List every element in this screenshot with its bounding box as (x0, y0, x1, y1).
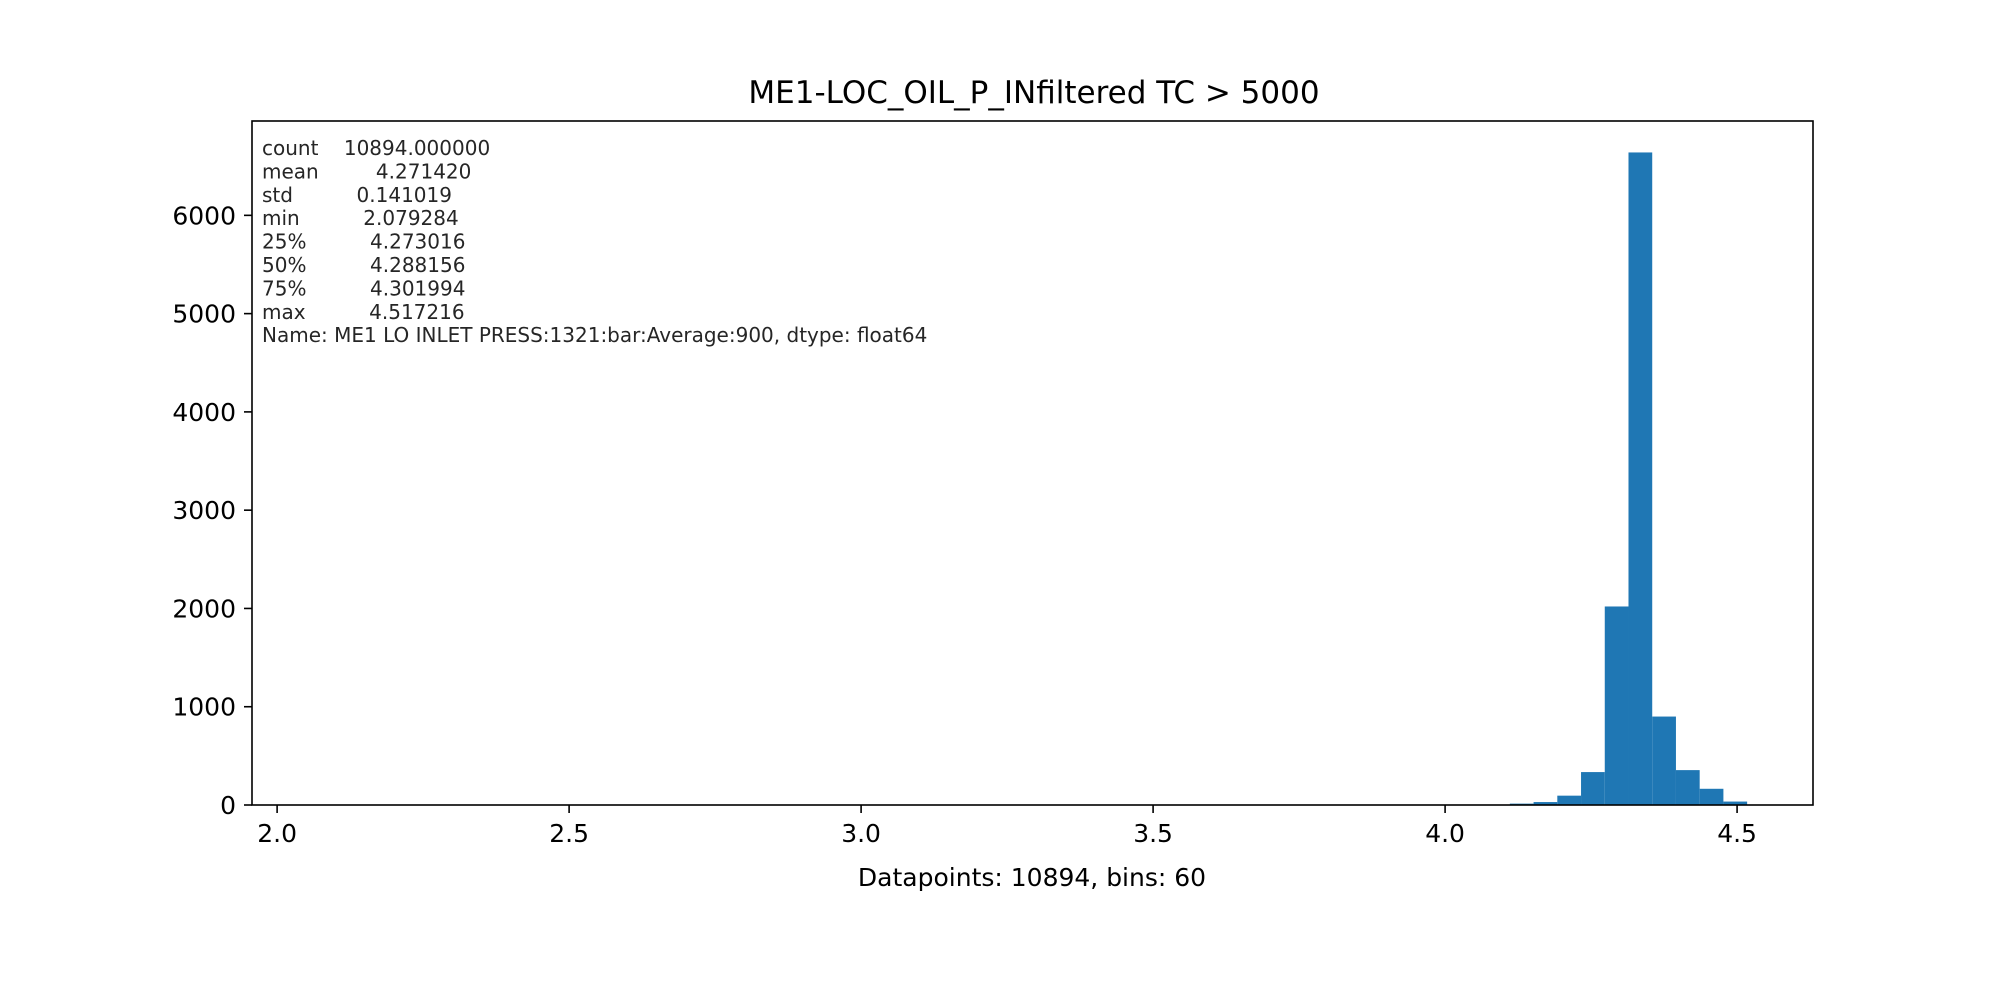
stats-line: 50% 4.288156 (262, 253, 465, 277)
stats-line: mean 4.271420 (262, 159, 471, 183)
x-tick-label: 3.5 (1133, 819, 1173, 848)
stats-line: Name: ME1 LO INLET PRESS:1321:bar:Averag… (262, 323, 927, 347)
x-tick-label: 4.5 (1717, 819, 1757, 848)
histogram-bar (1652, 716, 1676, 805)
x-tick-label: 2.5 (549, 819, 589, 848)
histogram-bar (1533, 802, 1558, 805)
histogram-bar (1628, 152, 1653, 806)
x-tick-label: 2.0 (257, 819, 297, 848)
x-tick-label: 3.0 (841, 819, 881, 848)
y-tick-label: 0 (220, 791, 236, 820)
chart-title: ME1-LOC_OIL_P_INfiltered TC > 5000 (748, 75, 1319, 111)
y-tick-label: 5000 (172, 300, 236, 329)
histogram-bar (1723, 801, 1748, 805)
histogram-bars (323, 152, 1748, 806)
histogram-bar (1699, 788, 1724, 805)
histogram-bar (1557, 795, 1582, 805)
y-tick-label: 2000 (172, 594, 236, 623)
y-tick-label: 1000 (172, 693, 236, 722)
y-tick-label: 3000 (172, 496, 236, 525)
stats-line: max 4.517216 (262, 300, 465, 324)
y-tick-label: 6000 (172, 201, 236, 230)
stats-line: min 2.079284 (262, 206, 459, 230)
x-axis-label: Datapoints: 10894, bins: 60 (858, 863, 1206, 892)
stats-line: count 10894.000000 (262, 136, 490, 160)
histogram-bar (1604, 606, 1629, 805)
y-tick-label: 4000 (172, 398, 236, 427)
x-axis: 2.0 2.5 3.0 3.5 4.0 4.5 (257, 805, 1757, 848)
stats-line: 25% 4.273016 (262, 230, 465, 254)
plot-area-frame (251, 120, 1814, 806)
stats-line: std 0.141019 (262, 183, 452, 207)
histogram-bar (1675, 770, 1700, 805)
x-tick-label: 4.0 (1425, 819, 1465, 848)
histogram-bar (1581, 772, 1605, 805)
y-axis: 0 1000 2000 3000 4000 5000 6000 (172, 201, 252, 820)
stats-line: 75% 4.301994 (262, 276, 465, 300)
